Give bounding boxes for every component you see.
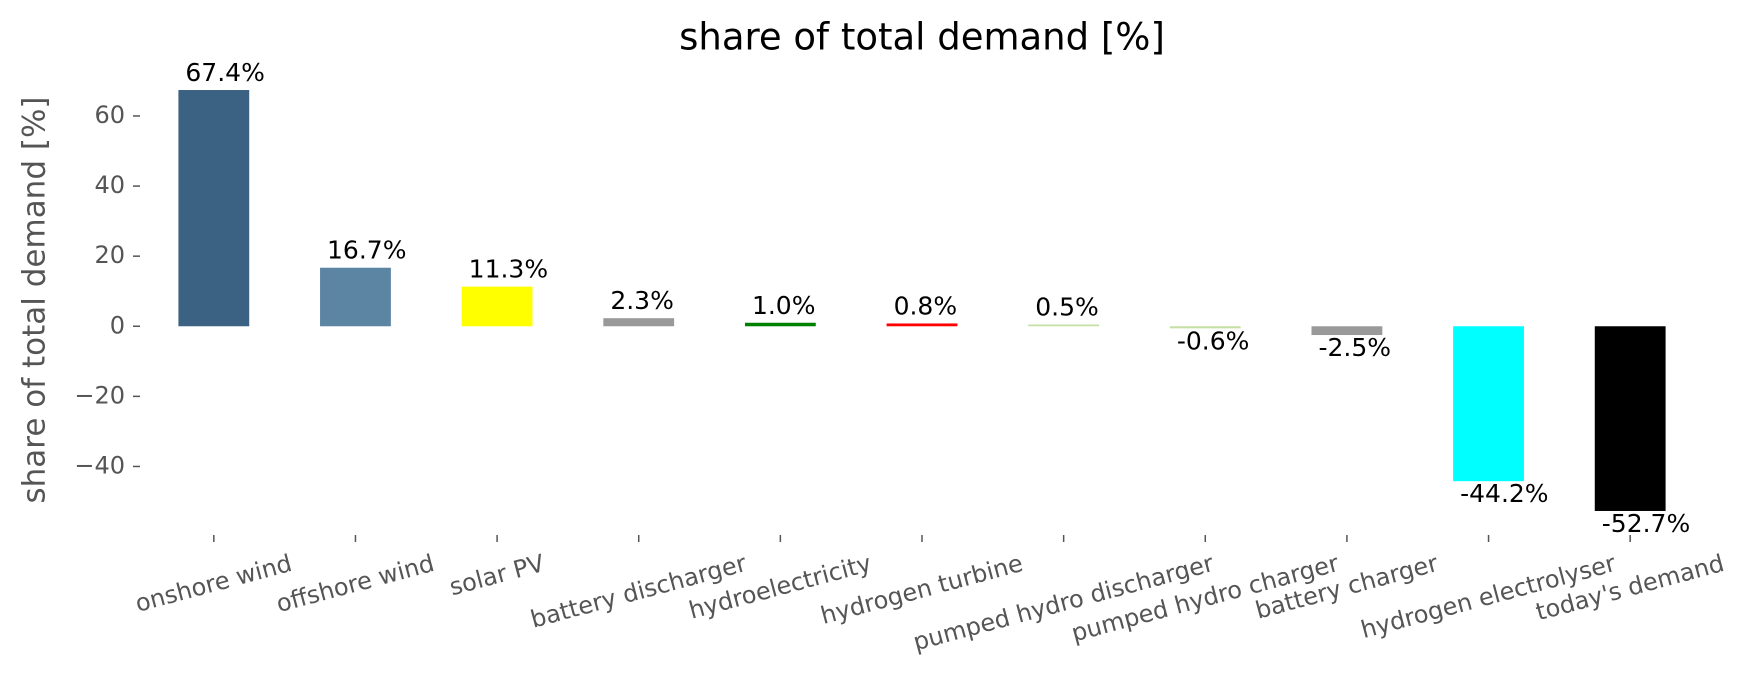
x-tick-label: offshore wind (273, 549, 437, 618)
value-label: 67.4% (185, 58, 264, 87)
bar (603, 318, 675, 327)
value-label: 0.5% (1035, 293, 1099, 322)
value-label: -2.5% (1319, 333, 1392, 362)
value-label: 2.3% (610, 286, 674, 315)
bar (1594, 326, 1666, 511)
value-label: -52.7% (1602, 509, 1690, 538)
bar (1028, 324, 1100, 327)
y-tick-label: 0 (110, 311, 125, 339)
bar (461, 286, 533, 327)
bar (1453, 326, 1524, 482)
bar (886, 323, 958, 327)
value-label: 0.8% (894, 291, 958, 320)
value-label: 11.3% (469, 255, 548, 284)
x-tick-label: onshore wind (132, 549, 295, 618)
bar (178, 90, 250, 327)
y-axis-label: share of total demand [%] (17, 96, 53, 503)
value-label: -0.6% (1177, 326, 1250, 355)
chart-title: share of total demand [%] (679, 16, 1165, 59)
y-tick-label: −20 (74, 381, 125, 409)
y-tick-label: 20 (94, 241, 125, 269)
bar (1169, 326, 1241, 329)
x-tick-label: solar PV (446, 549, 547, 601)
y-tick-label: −40 (74, 451, 125, 479)
bar (744, 322, 816, 327)
bar (1311, 326, 1383, 336)
value-label: -44.2% (1460, 479, 1548, 508)
y-tick-label: 60 (94, 101, 125, 129)
value-label: 16.7% (327, 236, 406, 265)
bar (320, 267, 391, 327)
value-label: 1.0% (752, 291, 816, 320)
y-tick-label: 40 (94, 171, 125, 199)
